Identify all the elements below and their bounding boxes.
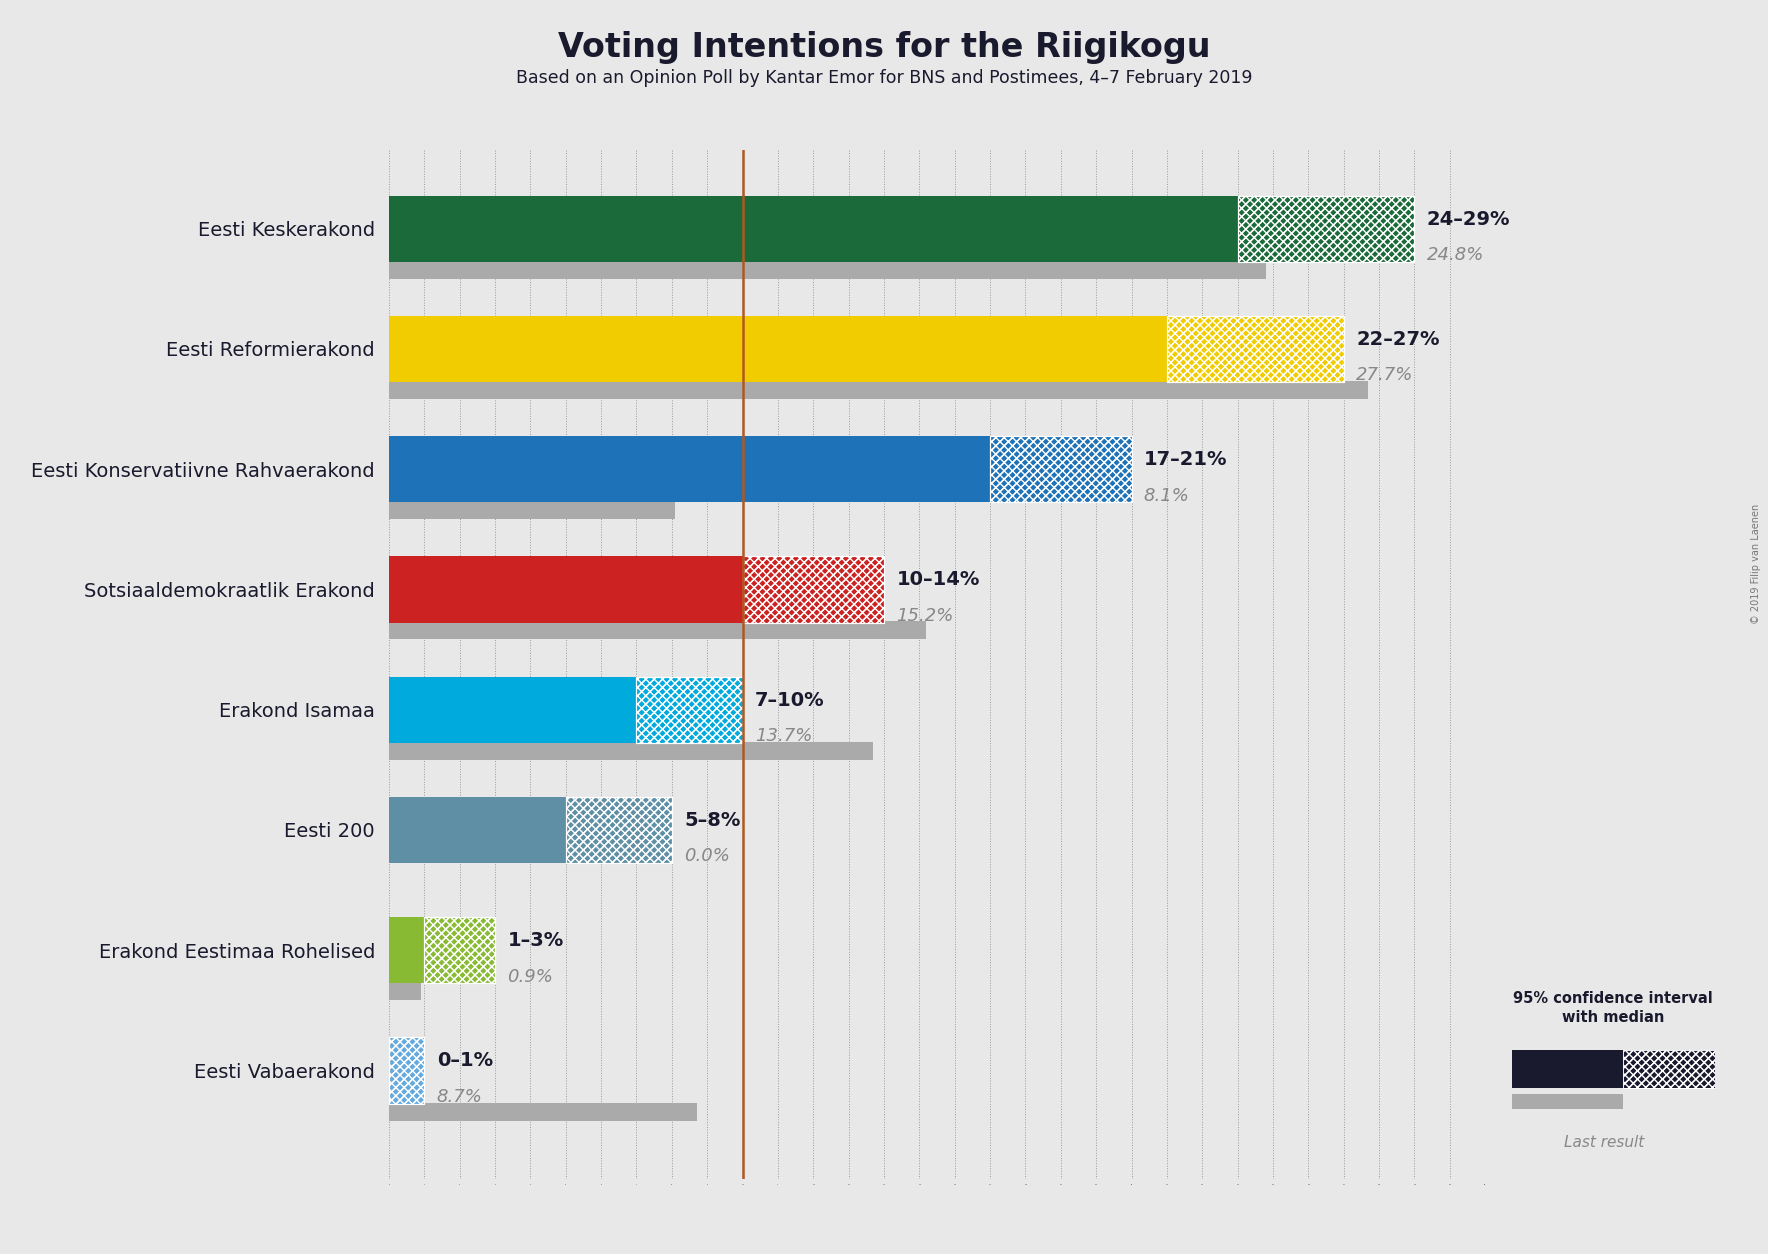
Text: 27.7%: 27.7% [1356,366,1413,385]
Text: 15.2%: 15.2% [896,607,953,624]
Text: 24.8%: 24.8% [1427,246,1483,265]
Bar [424,917,495,983]
Text: 7–10%: 7–10% [755,691,824,710]
Bar [1238,196,1414,262]
Bar [389,557,743,622]
Bar [389,436,990,503]
Bar [636,677,743,742]
Bar [1238,196,1414,262]
Text: Last result: Last result [1565,1135,1644,1150]
Bar [389,796,566,863]
Bar [1167,316,1344,382]
Text: 22–27%: 22–27% [1356,330,1439,349]
Text: Based on an Opinion Poll by Kantar Emor for BNS and Postimees, 4–7 February 2019: Based on an Opinion Poll by Kantar Emor … [516,69,1252,87]
Bar [389,1037,424,1104]
Bar [743,557,884,622]
Bar [566,796,672,863]
Bar [389,741,873,760]
Text: 95% confidence interval
with median: 95% confidence interval with median [1513,991,1713,1026]
Bar [636,677,743,742]
Bar [743,557,884,622]
Bar [990,436,1132,503]
Bar [389,196,1238,262]
Text: 1–3%: 1–3% [507,932,564,951]
Text: 0.9%: 0.9% [507,968,553,986]
Bar [990,436,1132,503]
Bar [389,622,926,640]
Bar [1623,1050,1715,1087]
Bar [1512,1050,1623,1087]
Text: 10–14%: 10–14% [896,571,979,589]
Text: 17–21%: 17–21% [1144,450,1227,469]
Bar [389,677,636,742]
Text: 24–29%: 24–29% [1427,209,1510,228]
Bar [389,316,1167,382]
Bar [990,436,1132,503]
Bar [424,917,495,983]
Text: 8.7%: 8.7% [437,1088,483,1106]
Text: 8.1%: 8.1% [1144,487,1190,504]
Bar [389,502,675,519]
Bar [389,982,421,1001]
Bar [1167,316,1344,382]
Bar [1623,1050,1715,1087]
Bar [389,381,1368,399]
Text: 5–8%: 5–8% [684,811,741,830]
Text: 0.0%: 0.0% [684,848,730,865]
Bar [1167,316,1344,382]
Bar [389,1037,424,1104]
Bar [566,796,672,863]
Bar [1238,196,1414,262]
Bar [1512,1093,1623,1109]
Text: © 2019 Filip van Laenen: © 2019 Filip van Laenen [1750,504,1761,624]
Bar [389,1102,697,1121]
Text: 0–1%: 0–1% [437,1051,493,1071]
Bar [636,677,743,742]
Bar [1623,1050,1715,1087]
Bar [389,917,424,983]
Bar [743,557,884,622]
Bar [424,917,495,983]
Bar [566,796,672,863]
Text: Voting Intentions for the Riigikogu: Voting Intentions for the Riigikogu [557,31,1211,64]
Text: 13.7%: 13.7% [755,727,812,745]
Bar [389,1037,424,1104]
Bar [389,261,1266,278]
